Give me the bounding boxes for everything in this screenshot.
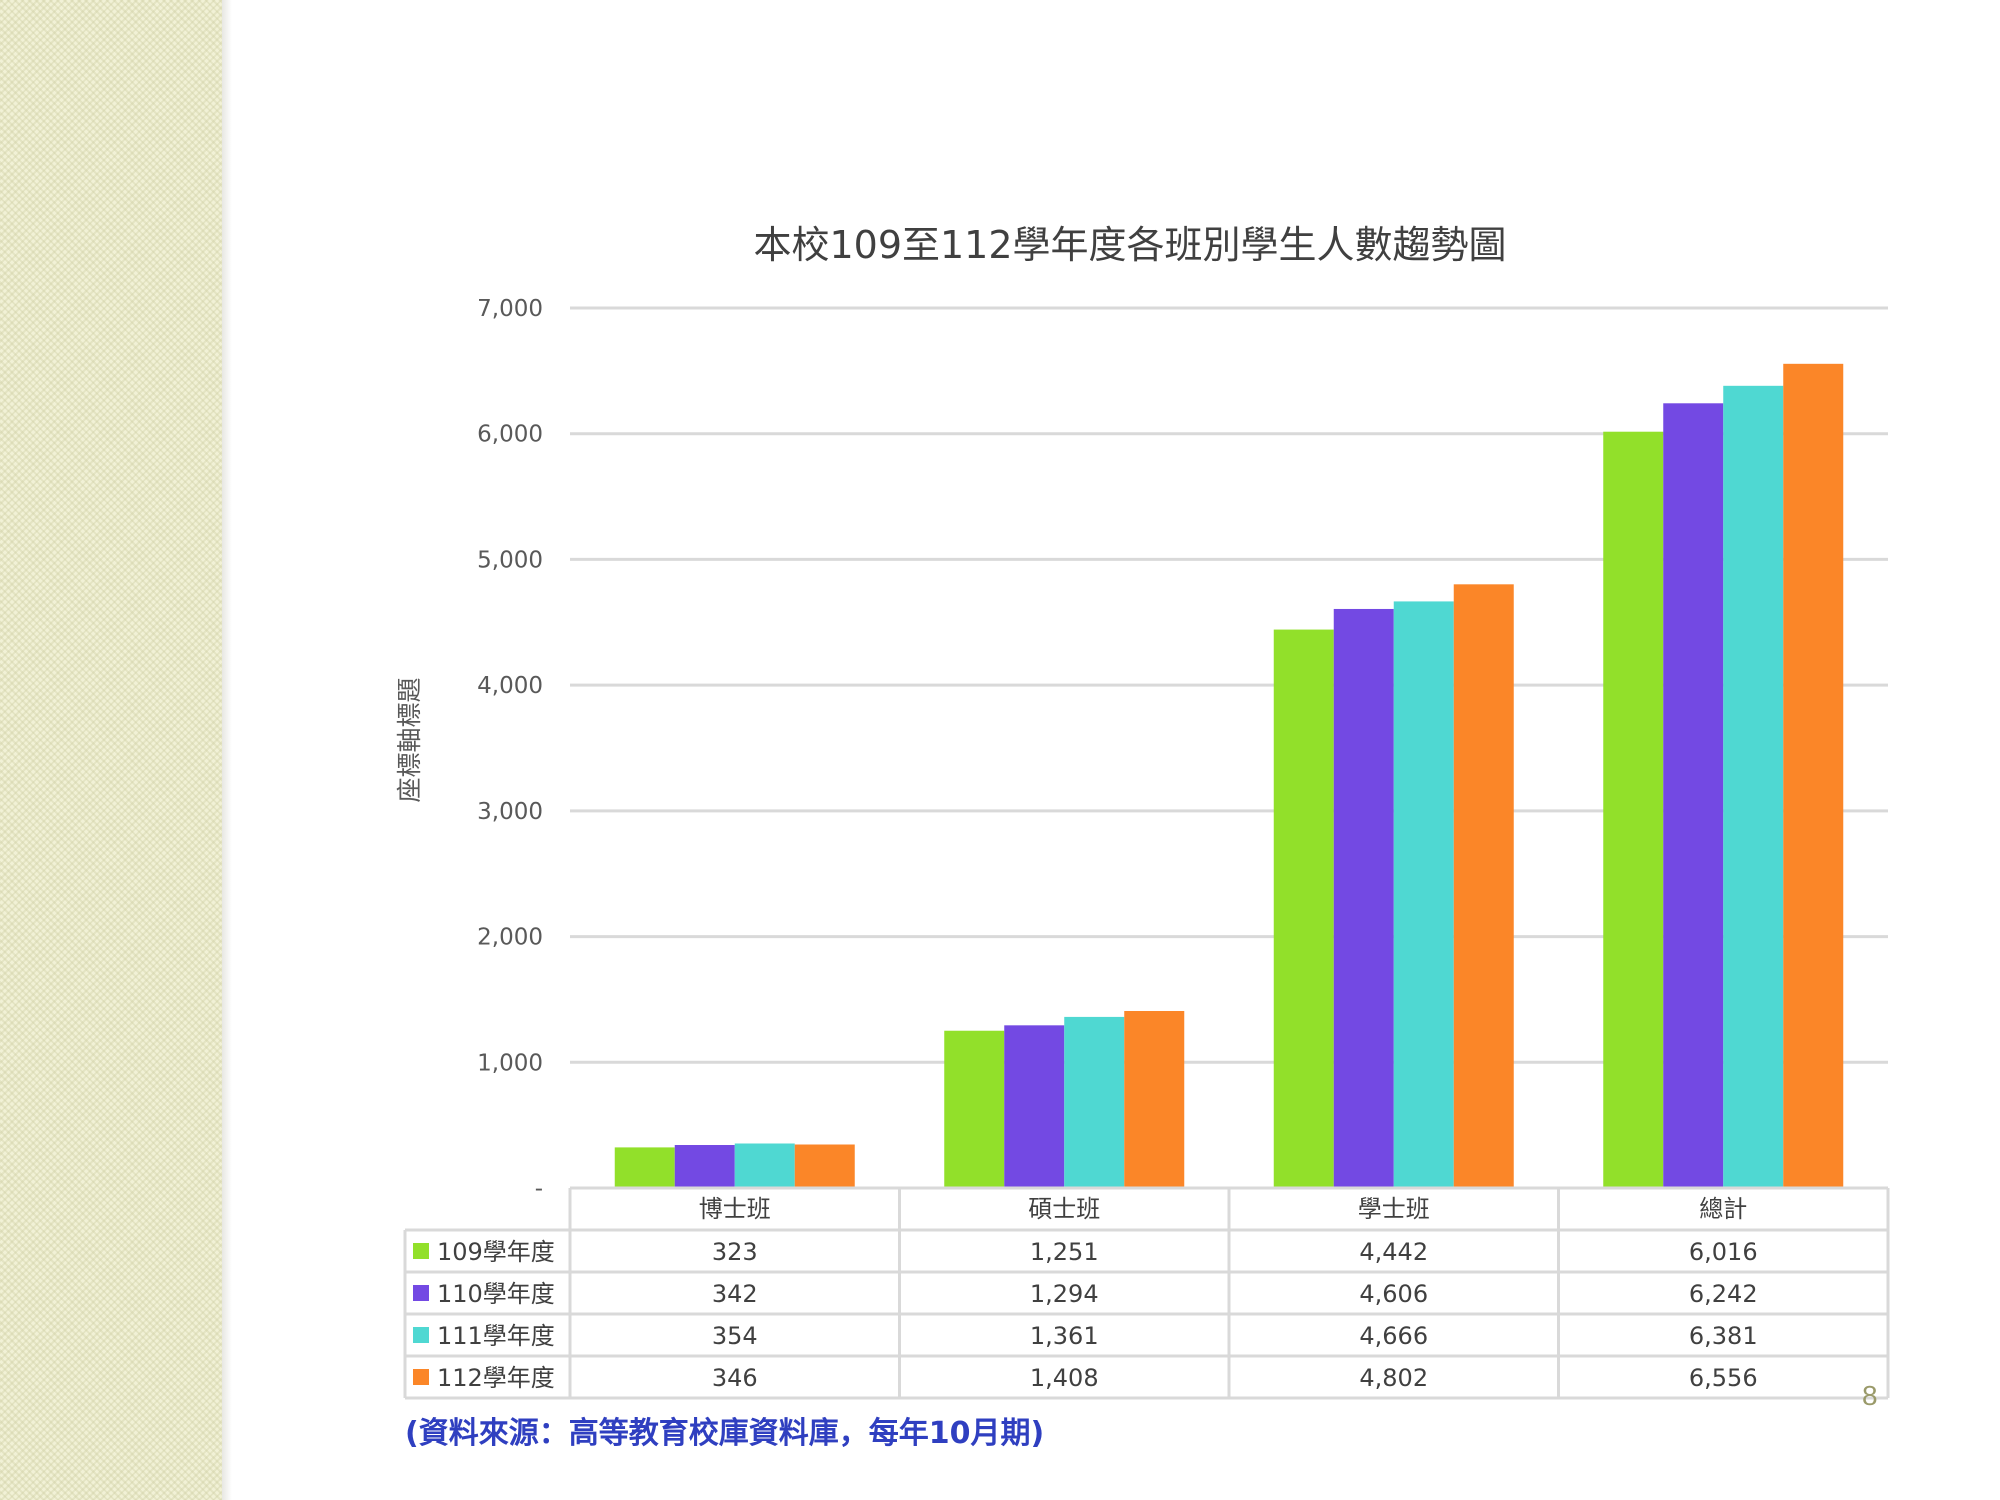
legend-swatch [413, 1285, 429, 1301]
bar [1273, 629, 1334, 1188]
category-label: 總計 [1699, 1195, 1747, 1223]
bar [1004, 1025, 1065, 1188]
y-tick-label: 1,000 [477, 1050, 543, 1076]
legend-label: 112學年度 [437, 1364, 555, 1392]
data-label: 6,556 [1689, 1364, 1758, 1392]
data-label: 323 [712, 1238, 758, 1266]
data-label: 6,242 [1689, 1280, 1758, 1308]
legend-label: 110學年度 [437, 1280, 555, 1308]
bar [1603, 431, 1664, 1188]
legend-swatch [413, 1243, 429, 1259]
bar-series [614, 363, 1844, 1188]
y-tick-label: 2,000 [477, 925, 543, 951]
y-tick-label: 6,000 [477, 422, 543, 448]
bar [1663, 403, 1724, 1188]
legend-swatch [413, 1369, 429, 1385]
data-label: 4,802 [1359, 1364, 1428, 1392]
legend-label: 109學年度 [437, 1238, 555, 1266]
data-label: 346 [712, 1364, 758, 1392]
decorative-side-strip [0, 0, 222, 1500]
bar [1124, 1010, 1185, 1188]
data-label: 4,442 [1359, 1238, 1428, 1266]
y-tick-label: - [535, 1176, 543, 1202]
bar [614, 1147, 675, 1188]
bar [794, 1144, 855, 1188]
data-label: 354 [712, 1322, 758, 1350]
data-label: 1,251 [1030, 1238, 1099, 1266]
bar [734, 1143, 795, 1188]
data-label: 6,016 [1689, 1238, 1758, 1266]
y-tick-label: 3,000 [477, 799, 543, 825]
data-label: 4,666 [1359, 1322, 1428, 1350]
legend-label: 111學年度 [437, 1322, 555, 1350]
bar [1783, 363, 1844, 1188]
source-note: (資料來源：高等教育校庫資料庫，每年10月期) [405, 1416, 1045, 1451]
data-label: 1,408 [1030, 1364, 1099, 1392]
bar [1333, 608, 1394, 1188]
legend-swatch [413, 1327, 429, 1343]
category-label: 學士班 [1358, 1195, 1430, 1223]
category-label: 博士班 [699, 1195, 771, 1223]
y-axis-tick-labels: - 1,000 2,000 3,000 4,000 5,000 6,000 7,000 [477, 296, 543, 1202]
category-label: 碩士班 [1028, 1195, 1100, 1223]
data-label: 1,361 [1030, 1322, 1099, 1350]
bar [944, 1030, 1005, 1188]
bar [1393, 601, 1454, 1188]
bar [1064, 1016, 1125, 1188]
bar [1723, 385, 1784, 1188]
y-tick-label: 5,000 [477, 547, 543, 573]
bar [674, 1145, 735, 1188]
data-table: 博士班 碩士班 學士班 總計 109學年度 323 1,251 4,442 6,016 110學年… [403, 1186, 1890, 1400]
bar [1453, 584, 1514, 1188]
y-tick-label: 4,000 [477, 673, 543, 699]
page-number: 8 [1862, 1380, 1878, 1411]
y-tick-label: 7,000 [477, 296, 543, 322]
chart-title: 本校109至112學年度各班別學生人數趨勢圖 [753, 223, 1506, 267]
data-label: 1,294 [1030, 1280, 1099, 1308]
data-label: 342 [712, 1280, 758, 1308]
data-label: 6,381 [1689, 1322, 1758, 1350]
y-axis-title: 座標軸標題 [395, 677, 424, 802]
data-label: 4,606 [1359, 1280, 1428, 1308]
side-strip-shadow [222, 0, 232, 1500]
